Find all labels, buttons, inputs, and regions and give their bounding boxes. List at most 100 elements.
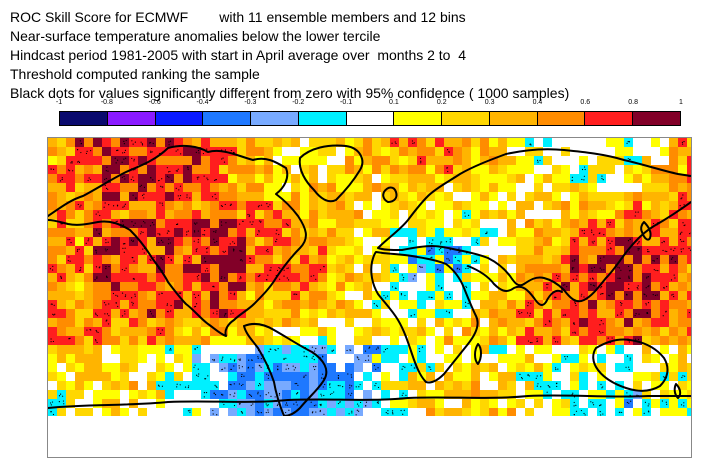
grid-cell <box>489 390 498 399</box>
grid-cell <box>489 201 498 210</box>
grid-cell <box>75 264 84 273</box>
variable-description: Near-surface temperature anomalies below… <box>10 28 381 44</box>
significance-dot <box>203 391 206 394</box>
significance-dot <box>197 241 199 243</box>
grid-cell <box>174 255 183 264</box>
significance-dot <box>474 260 476 263</box>
significance-dot <box>358 405 360 407</box>
grid-cell <box>336 147 345 156</box>
significance-dot <box>627 141 629 143</box>
grid-cell <box>588 201 597 210</box>
grid-cell <box>426 282 435 291</box>
grid-cell <box>147 201 156 210</box>
significance-dot <box>312 355 314 357</box>
grid-cell <box>435 147 444 156</box>
grid-cell <box>561 345 570 354</box>
grid-cell <box>570 327 579 336</box>
grid-cell <box>507 228 516 237</box>
significance-dot <box>401 394 403 396</box>
grid-cell <box>399 183 408 192</box>
grid-cell <box>570 201 579 210</box>
significance-dot <box>175 223 178 226</box>
grid-cell <box>93 273 102 282</box>
grid-cell <box>561 174 570 183</box>
grid-cell <box>363 246 372 255</box>
grid-cell <box>237 201 246 210</box>
significance-dot <box>679 205 681 207</box>
significance-dot <box>206 267 208 270</box>
grid-cell <box>624 318 633 327</box>
significance-dot <box>575 278 577 280</box>
grid-cell <box>543 399 552 408</box>
grid-cell <box>417 246 426 255</box>
grid-cell <box>642 282 651 291</box>
significance-dot <box>574 241 576 243</box>
grid-cell <box>93 192 102 201</box>
significance-dot <box>77 149 79 151</box>
significance-dot <box>447 258 449 260</box>
grid-cell <box>417 381 426 390</box>
grid-cell <box>498 282 507 291</box>
skill-score-map <box>48 138 691 416</box>
grid-cell <box>390 138 399 147</box>
grid-cell <box>543 390 552 399</box>
grid-cell <box>201 138 210 147</box>
grid-cell <box>183 399 192 408</box>
significance-dot <box>377 402 379 404</box>
grid-cell <box>327 156 336 165</box>
significance-dot <box>405 394 407 396</box>
grid-cell <box>498 363 507 372</box>
grid-cell <box>57 327 66 336</box>
grid-cell <box>615 255 624 264</box>
significance-dot <box>142 248 144 250</box>
significance-dot <box>116 220 118 222</box>
grid-cell <box>210 246 219 255</box>
grid-cell <box>516 228 525 237</box>
grid-cell <box>102 399 111 408</box>
grid-cell <box>615 318 624 327</box>
grid-cell <box>210 363 219 372</box>
significance-dot <box>124 310 126 312</box>
significance-dot <box>331 350 333 352</box>
grid-cell <box>408 363 417 372</box>
grid-cell <box>237 273 246 282</box>
significance-dot <box>161 202 163 204</box>
significance-dot <box>105 239 107 241</box>
grid-cell <box>345 300 354 309</box>
grid-cell <box>291 192 300 201</box>
grid-cell <box>399 354 408 363</box>
significance-dot <box>313 359 315 361</box>
significance-dot <box>448 293 451 295</box>
grid-cell <box>417 291 426 300</box>
grid-cell <box>624 390 633 399</box>
grid-cell <box>210 345 219 354</box>
grid-cell <box>417 237 426 246</box>
significance-dot <box>206 177 208 179</box>
grid-cell <box>102 228 111 237</box>
significance-dot <box>377 346 379 348</box>
significance-dot <box>546 287 548 289</box>
grid-cell <box>525 309 534 318</box>
grid-cell <box>174 309 183 318</box>
significance-dot <box>313 275 315 277</box>
grid-cell <box>633 390 642 399</box>
significance-dot <box>446 252 449 254</box>
grid-cell <box>471 255 480 264</box>
grid-cell <box>489 255 498 264</box>
significance-dot <box>176 386 178 388</box>
grid-cell <box>66 309 75 318</box>
grid-cell <box>273 246 282 255</box>
grid-cell <box>399 291 408 300</box>
grid-cell <box>192 201 201 210</box>
grid-cell <box>471 183 480 192</box>
grid-cell <box>111 354 120 363</box>
grid-cell <box>93 381 102 390</box>
significance-dot <box>67 260 69 262</box>
grid-cell <box>246 318 255 327</box>
significance-dot <box>86 329 88 331</box>
significance-dot <box>248 214 251 216</box>
significance-dot <box>329 393 332 395</box>
significance-dot <box>617 266 619 268</box>
grid-cell <box>633 273 642 282</box>
grid-cell <box>399 210 408 219</box>
